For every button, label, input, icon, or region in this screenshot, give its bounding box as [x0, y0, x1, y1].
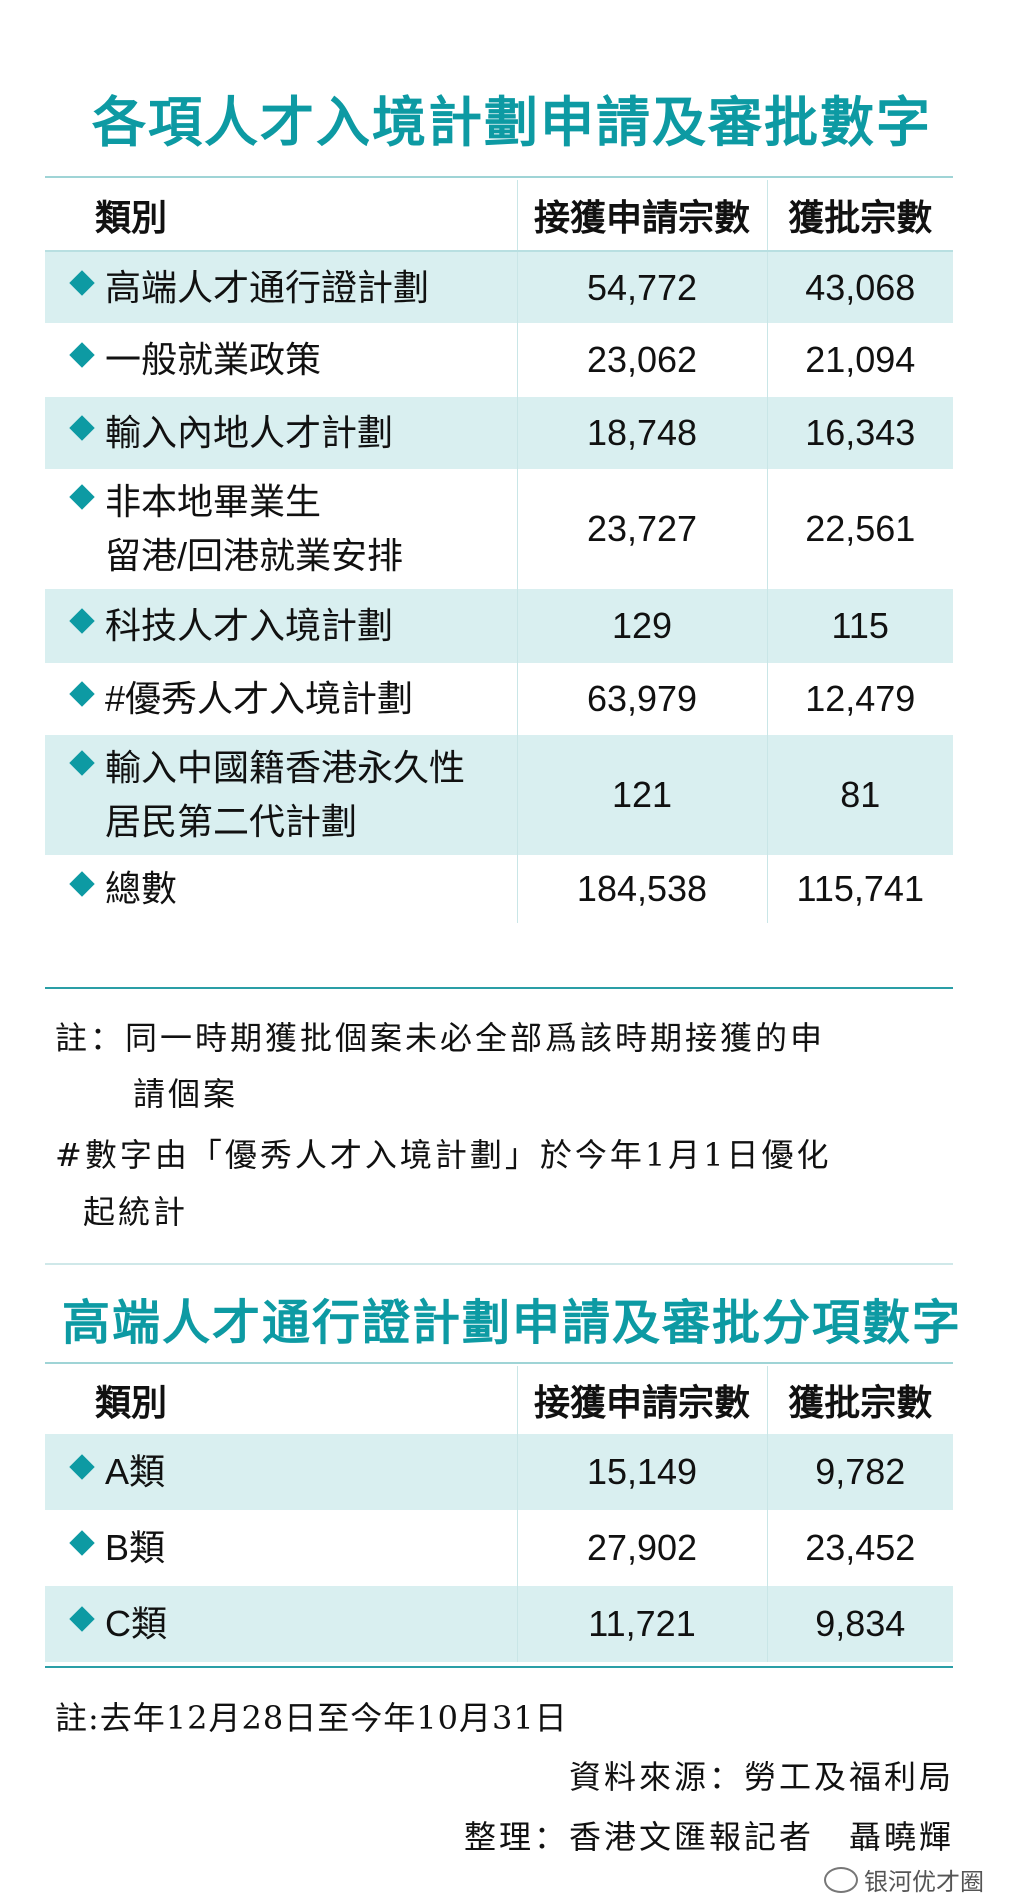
category-cell: #優秀人才入境計劃: [45, 663, 517, 735]
applications-cell: 63,979: [516, 663, 767, 735]
table2-bottom-rule: [45, 1666, 953, 1668]
category-cell: C類: [45, 1586, 517, 1662]
category-label: 留港/回港就業安排: [105, 535, 404, 576]
diamond-bullet-icon: [69, 484, 95, 510]
category-cell: B類: [45, 1510, 517, 1586]
table1-row: 輸入中國籍香港永久性 居民第二代計劃 121 81: [45, 735, 953, 855]
table1-top-rule: [45, 176, 953, 178]
applications-cell: 11,721: [516, 1586, 767, 1662]
table1-header-approved: 獲批宗數: [766, 180, 953, 251]
watermark-text: 银河优才圈: [864, 1869, 984, 1896]
diamond-bullet-icon: [69, 1606, 95, 1632]
diamond-bullet-icon: [69, 269, 95, 296]
table2-header-rule: [45, 1362, 953, 1364]
category-cell: 一般就業政策: [45, 323, 517, 397]
category-label: 輸入內地人才計劃: [105, 412, 394, 453]
approved-cell: 9,834: [766, 1586, 953, 1662]
applications-cell: 121: [516, 735, 767, 855]
table1-header-applications: 接獲申請宗數: [516, 180, 767, 251]
applications-cell: 27,902: [516, 1510, 767, 1586]
diamond-bullet-icon: [69, 871, 95, 897]
category-label: 科技人才入境計劃: [105, 605, 394, 646]
approved-cell: 115: [766, 589, 953, 663]
diamond-bullet-icon: [69, 681, 95, 707]
applications-cell: 129: [516, 589, 767, 663]
applications-cell: 54,772: [516, 251, 767, 323]
category-label: 居民第二代計劃: [105, 801, 358, 842]
table2-row: C類 11,721 9,834: [45, 1586, 953, 1662]
table1-row: 總數 184,538 115,741: [45, 855, 953, 923]
table1-title: 各項人才入境計劃申請及審批數字: [92, 90, 932, 154]
table1-header-category: 類別: [95, 197, 168, 238]
table1-note-2-cont: 起統計: [83, 1193, 189, 1231]
table1-note-1-cont: 請個案: [133, 1075, 239, 1113]
table2-row: A類 15,149 9,782: [45, 1434, 953, 1510]
table2-top-rule: [45, 1263, 953, 1265]
table1: 類別 接獲申請宗數 獲批宗數 高端人才通行證計劃 54,772 43,068 一般就業…: [45, 180, 953, 923]
watermark: 银河优才圈: [824, 1862, 984, 1897]
applications-cell: 18,748: [516, 397, 767, 469]
table2-header-approved: 獲批宗數: [766, 1366, 953, 1434]
table1-row: 一般就業政策 23,062 21,094: [45, 323, 953, 397]
category-label: C類: [105, 1603, 167, 1644]
category-label: 高端人才通行證計劃: [105, 266, 430, 308]
diamond-bullet-icon: [69, 750, 95, 776]
approved-cell: 22,561: [766, 469, 953, 589]
table1-header-row: 類別 接獲申請宗數 獲批宗數: [45, 180, 953, 251]
category-cell: 輸入內地人才計劃: [45, 397, 517, 469]
category-label: B類: [105, 1527, 166, 1568]
table2-row: B類 27,902 23,452: [45, 1510, 953, 1586]
table2: 類別 接獲申請宗數 獲批宗數 A類 15,149 9,782 B類 27,902 23,4…: [45, 1366, 953, 1662]
table2-note: 註:去年12月28日至今年10月31日: [55, 1699, 568, 1737]
table1-row: 高端人才通行證計劃 54,772 43,068: [45, 251, 953, 323]
approved-cell: 81: [766, 735, 953, 855]
table2-header-category: 類別: [95, 1382, 168, 1423]
category-label: #優秀人才入境計劃: [105, 678, 414, 719]
category-label: A類: [105, 1451, 166, 1492]
compiled-credit: 整理：香港文匯報記者 聶曉輝: [463, 1818, 954, 1856]
category-cell: 高端人才通行證計劃: [45, 251, 517, 323]
applications-cell: 15,149: [516, 1434, 767, 1510]
category-label: 總數: [105, 868, 178, 909]
diamond-bullet-icon: [69, 415, 95, 441]
table1-row: #優秀人才入境計劃 63,979 12,479: [45, 663, 953, 735]
table2-header-row: 類別 接獲申請宗數 獲批宗數: [45, 1366, 953, 1434]
table1-note-1: 註：同一時期獲批個案未必全部爲該時期接獲的申: [55, 1019, 826, 1057]
diamond-bullet-icon: [69, 1454, 95, 1480]
diamond-bullet-icon: [69, 342, 95, 368]
table1-row: 非本地畢業生 留港/回港就業安排 23,727 22,561: [45, 469, 953, 589]
applications-cell: 184,538: [516, 855, 767, 923]
approved-cell: 9,782: [766, 1434, 953, 1510]
approved-cell: 12,479: [766, 663, 953, 735]
table1-note-2: #數字由「優秀人才入境計劃」於今年1月1日優化: [55, 1136, 832, 1174]
approved-cell: 23,452: [766, 1510, 953, 1586]
category-cell: 輸入中國籍香港永久性 居民第二代計劃: [45, 735, 517, 855]
category-cell: A類: [45, 1434, 517, 1510]
table1-row: 科技人才入境計劃 129 115: [45, 589, 953, 663]
table2-title: 高端人才通行證計劃申請及審批分項數字: [61, 1295, 962, 1351]
category-label: 一般就業政策: [105, 339, 322, 380]
category-cell: 科技人才入境計劃: [45, 589, 517, 663]
category-label: 輸入中國籍香港永久性: [105, 747, 466, 788]
approved-cell: 43,068: [766, 251, 953, 323]
diamond-bullet-icon: [69, 1530, 95, 1556]
category-cell: 非本地畢業生留港/回港就業安排: [45, 469, 517, 589]
approved-cell: 21,094: [766, 323, 953, 397]
table1-row: 輸入內地人才計劃 18,748 16,343: [45, 397, 953, 469]
table1-bottom-rule: [45, 987, 953, 989]
category-label: 非本地畢業生: [105, 481, 322, 522]
approved-cell: 16,343: [766, 397, 953, 469]
approved-cell: 115,741: [766, 855, 953, 923]
applications-cell: 23,062: [516, 323, 767, 397]
category-cell: 總數: [45, 855, 517, 923]
source-credit: 資料來源：勞工及福利局: [568, 1758, 954, 1796]
wechat-icon: [824, 1866, 858, 1893]
diamond-bullet-icon: [69, 608, 95, 634]
applications-cell: 23,727: [516, 469, 767, 589]
table2-header-applications: 接獲申請宗數: [516, 1366, 767, 1434]
